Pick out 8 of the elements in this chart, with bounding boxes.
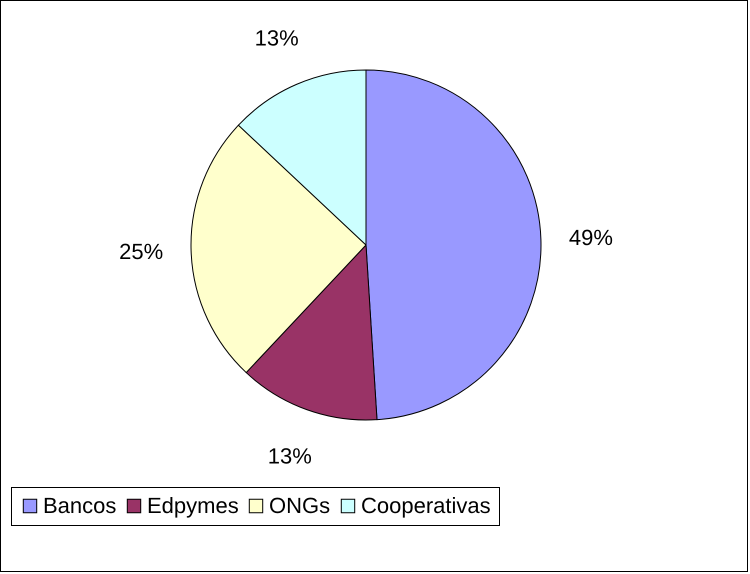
data-label: 49% [568,224,613,250]
legend-label: Edpymes [147,493,239,518]
data-label: 25% [119,239,164,264]
legend-label: Cooperativas [361,493,491,518]
data-label: 13% [268,444,312,469]
legend-label: ONGs [269,493,330,518]
data-label: 13% [254,26,299,51]
legend-label: Bancos [43,493,116,518]
